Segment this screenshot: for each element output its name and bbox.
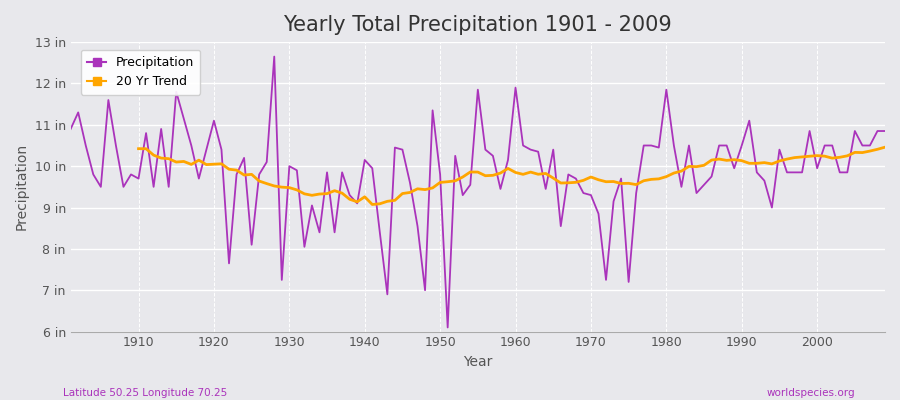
Text: Latitude 50.25 Longitude 70.25: Latitude 50.25 Longitude 70.25 [63,388,227,398]
Title: Yearly Total Precipitation 1901 - 2009: Yearly Total Precipitation 1901 - 2009 [284,15,672,35]
Y-axis label: Precipitation: Precipitation [15,143,29,230]
Text: worldspecies.org: worldspecies.org [767,388,855,398]
Legend: Precipitation, 20 Yr Trend: Precipitation, 20 Yr Trend [81,50,201,94]
X-axis label: Year: Year [464,355,492,369]
